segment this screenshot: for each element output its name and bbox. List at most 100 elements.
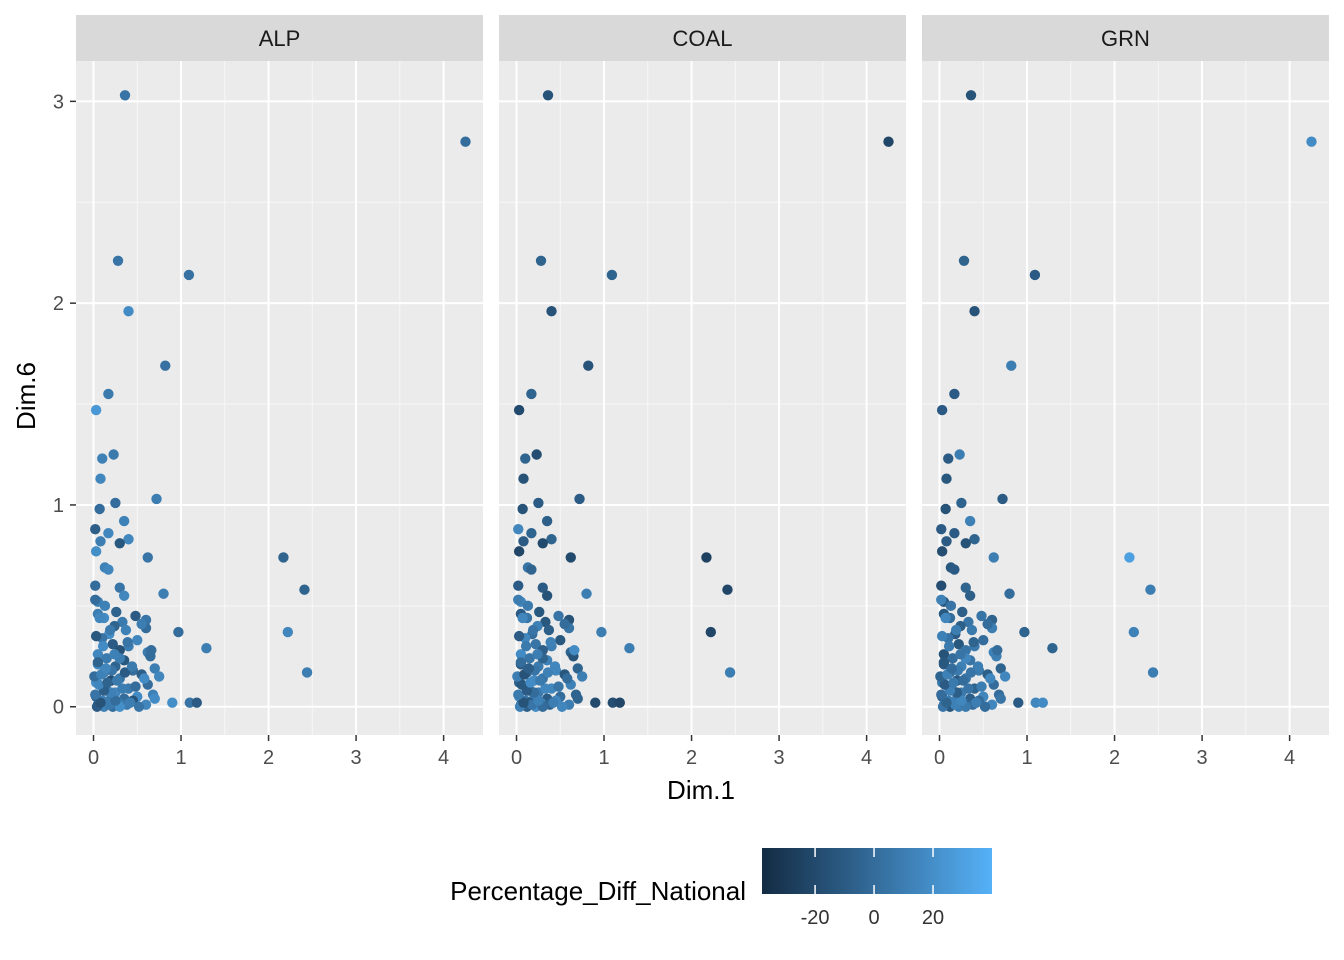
data-point	[940, 612, 951, 624]
data-point	[1029, 269, 1041, 281]
data-point	[517, 612, 528, 624]
data-point	[109, 649, 120, 660]
data-point	[117, 683, 128, 694]
data-point	[515, 649, 527, 660]
data-point	[939, 679, 950, 690]
facet-strip-label: COAL	[673, 26, 733, 51]
data-point	[518, 473, 529, 484]
data-point	[90, 404, 102, 416]
data-point	[540, 683, 551, 694]
data-point	[132, 634, 143, 646]
data-point	[559, 618, 570, 630]
data-point	[956, 695, 967, 706]
data-point	[971, 697, 982, 708]
data-point	[94, 503, 105, 515]
data-point	[103, 528, 114, 539]
data-point	[943, 453, 954, 464]
data-point	[945, 600, 957, 612]
data-point	[542, 90, 554, 101]
facet-strip	[76, 15, 483, 61]
data-point	[1006, 360, 1017, 371]
data-point	[546, 306, 557, 317]
data-point	[572, 663, 583, 674]
data-point	[117, 616, 128, 628]
data-point	[90, 580, 101, 591]
data-point	[173, 626, 184, 638]
data-point	[513, 689, 524, 700]
x-axis-title: Dim.1	[667, 775, 735, 805]
data-point	[583, 360, 594, 371]
data-point	[1306, 136, 1317, 147]
data-point	[999, 671, 1011, 682]
data-point	[526, 528, 537, 539]
y-tick-label: 2	[53, 293, 64, 315]
data-point	[118, 515, 130, 527]
data-point	[574, 493, 585, 505]
data-point	[530, 638, 541, 650]
data-point	[965, 667, 977, 678]
data-point	[556, 701, 568, 712]
data-point	[533, 497, 544, 509]
x-tick-label: 2	[1109, 747, 1120, 769]
data-point	[955, 649, 966, 660]
data-point	[532, 649, 543, 660]
data-point	[167, 697, 178, 708]
y-tick-label: 3	[53, 91, 64, 113]
data-point	[99, 600, 111, 612]
data-point	[606, 269, 618, 281]
x-tick-label: 1	[1021, 747, 1032, 769]
data-point	[278, 552, 289, 563]
data-point	[520, 641, 532, 652]
data-point	[995, 693, 1006, 704]
data-point	[123, 534, 134, 545]
data-point	[95, 536, 106, 547]
data-point	[946, 663, 957, 674]
data-point	[1128, 626, 1140, 638]
facet-panel-coal: COAL 0 1 2 3 4	[499, 15, 906, 769]
data-point	[997, 493, 1008, 505]
data-point	[119, 667, 131, 678]
data-point	[151, 493, 162, 505]
data-point	[158, 588, 169, 599]
data-point	[101, 653, 112, 664]
data-point	[950, 624, 962, 636]
data-point	[941, 536, 952, 547]
data-point	[581, 588, 592, 599]
data-point	[960, 538, 971, 549]
data-point	[534, 606, 545, 618]
data-point	[569, 645, 580, 656]
data-point	[701, 552, 712, 563]
data-point	[1145, 584, 1156, 595]
data-point	[533, 695, 544, 706]
x-tick-label: 4	[861, 747, 872, 769]
data-point	[941, 697, 952, 708]
data-point	[524, 653, 535, 664]
data-point	[972, 661, 984, 672]
data-point	[963, 616, 974, 628]
data-point	[513, 630, 525, 642]
y-tick-label: 1	[53, 495, 64, 517]
x-tick-label: 0	[88, 747, 99, 769]
data-point	[92, 657, 104, 668]
data-point	[956, 497, 967, 509]
data-point	[520, 453, 531, 464]
legend-title: Percentage_Diff_National	[450, 876, 746, 906]
data-point	[513, 580, 524, 591]
data-point	[183, 269, 195, 281]
data-point	[957, 606, 968, 618]
data-point	[100, 663, 111, 674]
data-point	[120, 624, 132, 636]
data-point	[122, 636, 133, 648]
data-point	[90, 523, 101, 535]
data-point	[119, 90, 131, 101]
data-point	[526, 564, 537, 575]
data-point	[1037, 697, 1048, 708]
data-point	[541, 590, 553, 601]
data-point	[517, 503, 528, 515]
data-point	[146, 645, 157, 656]
data-point	[938, 649, 950, 660]
data-point	[954, 449, 965, 460]
data-point	[936, 689, 947, 700]
data-point	[90, 594, 101, 605]
